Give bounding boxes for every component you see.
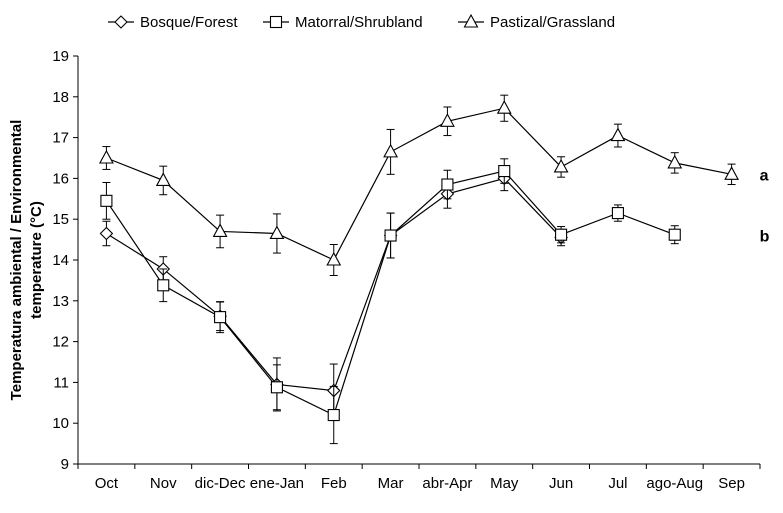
y-tick-label: 12 [52,334,69,351]
data-point [555,228,568,241]
y-tick-label: 14 [52,252,69,269]
data-point [383,143,399,158]
x-tick-label: ene-Jan [250,475,304,492]
x-tick-label: Oct [95,475,119,492]
data-point [99,226,114,241]
x-tick-label: Jun [549,475,573,492]
y-tick-label: 11 [53,374,69,391]
data-point [724,166,740,180]
series-line [106,177,562,392]
legend-label: Matorral/Shrubland [295,14,423,31]
series-square [100,158,681,445]
y-tick-label: 15 [52,211,69,228]
data-point [668,228,681,241]
legend: Bosque/Forest Matorral/Shrubland Pastizal/… [108,13,615,31]
data-point [270,381,283,394]
x-tick-label: May [490,475,519,492]
x-tick-label: Sep [718,475,745,492]
data-point [496,100,512,114]
y-axis: 9 10 11 12 13 14 15 16 17 18 19 [52,48,79,473]
data-point [327,408,340,422]
data-point [498,165,511,178]
data-point [212,223,228,237]
data-point [611,207,624,220]
data-point [553,158,569,173]
y-tick-label: 9 [61,456,69,473]
y-tick-label: 16 [52,170,69,187]
data-point [155,172,171,186]
legend-marker [114,15,128,29]
x-tick-label: Feb [321,475,347,492]
x-tick-label: Jul [608,475,627,492]
x-axis: Oct Nov dic-Dec ene-Jan Feb Mar abr-Apr May Jun J… [77,463,761,492]
data-point [98,149,114,164]
data-point [100,194,113,207]
x-tick-label: ago-Aug [646,475,703,492]
data-point [610,127,626,142]
x-tick-label: dic-Dec [195,475,246,492]
legend-marker [463,13,479,28]
data-point [384,229,397,242]
annotation-label: a [760,167,769,184]
legend-item: Pastizal/Grassland [458,13,615,31]
annotations: ab [760,167,770,245]
legend-marker [269,15,283,29]
series-layer [98,94,740,445]
legend-label: Bosque/Forest [140,14,238,31]
x-tick-label: abr-Apr [422,475,472,492]
series-diamond [99,165,568,418]
y-tick-label: 13 [52,293,69,310]
legend-item: Matorral/Shrubland [263,14,423,31]
series-triangle [98,94,740,277]
data-point [157,279,170,292]
annotation-label: b [760,229,770,246]
data-point [439,113,455,127]
data-point [667,154,683,169]
data-point [441,178,454,191]
y-axis-label-line-2: temperature (°C) [28,201,45,319]
series-line [106,107,732,261]
y-axis-label-line-1: Temperatura ambiental / Environmental [8,120,25,401]
y-tick-label: 18 [52,89,69,106]
x-tick-label: Mar [378,475,404,492]
data-point [214,311,227,324]
legend-label: Pastizal/Grassland [490,14,615,31]
data-point [326,251,342,266]
legend-item: Bosque/Forest [108,14,238,31]
y-tick-label: 19 [52,48,69,65]
x-tick-label: Nov [150,475,177,492]
y-tick-label: 10 [52,415,69,432]
data-point [269,225,285,240]
y-tick-label: 17 [52,130,69,147]
